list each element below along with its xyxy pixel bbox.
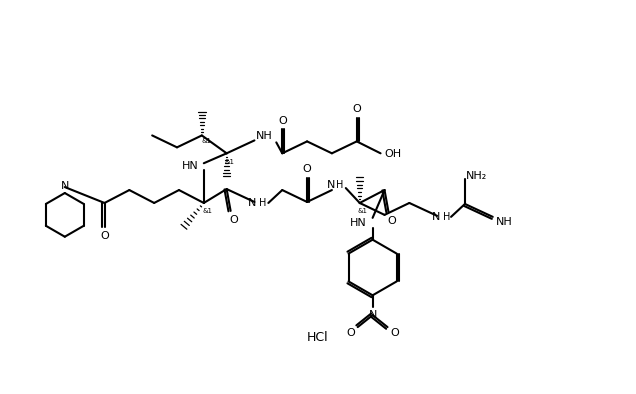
Text: O: O bbox=[347, 328, 355, 338]
Text: N: N bbox=[327, 180, 335, 190]
Text: O: O bbox=[387, 216, 396, 226]
Text: NH: NH bbox=[256, 132, 273, 141]
Text: &1: &1 bbox=[225, 159, 235, 165]
Text: HN: HN bbox=[181, 161, 198, 171]
Text: H: H bbox=[336, 180, 343, 190]
Text: NH₂: NH₂ bbox=[466, 171, 488, 181]
Text: HN: HN bbox=[350, 218, 367, 228]
Text: O: O bbox=[229, 215, 238, 225]
Text: N: N bbox=[60, 181, 69, 191]
Text: &1: &1 bbox=[357, 208, 368, 214]
Text: O: O bbox=[278, 115, 287, 126]
Text: H: H bbox=[443, 212, 451, 222]
Text: HCl: HCl bbox=[307, 331, 329, 344]
Text: &1: &1 bbox=[202, 138, 212, 144]
Text: O: O bbox=[352, 104, 361, 113]
Text: H: H bbox=[259, 198, 266, 208]
Text: O: O bbox=[390, 328, 399, 338]
Text: N: N bbox=[432, 212, 440, 222]
Text: NH: NH bbox=[496, 217, 513, 227]
Text: O: O bbox=[303, 164, 312, 174]
Text: &1: &1 bbox=[203, 208, 213, 214]
Text: OH: OH bbox=[384, 149, 401, 159]
Text: O: O bbox=[100, 231, 109, 241]
Text: N: N bbox=[248, 198, 257, 208]
Text: N: N bbox=[368, 310, 377, 320]
